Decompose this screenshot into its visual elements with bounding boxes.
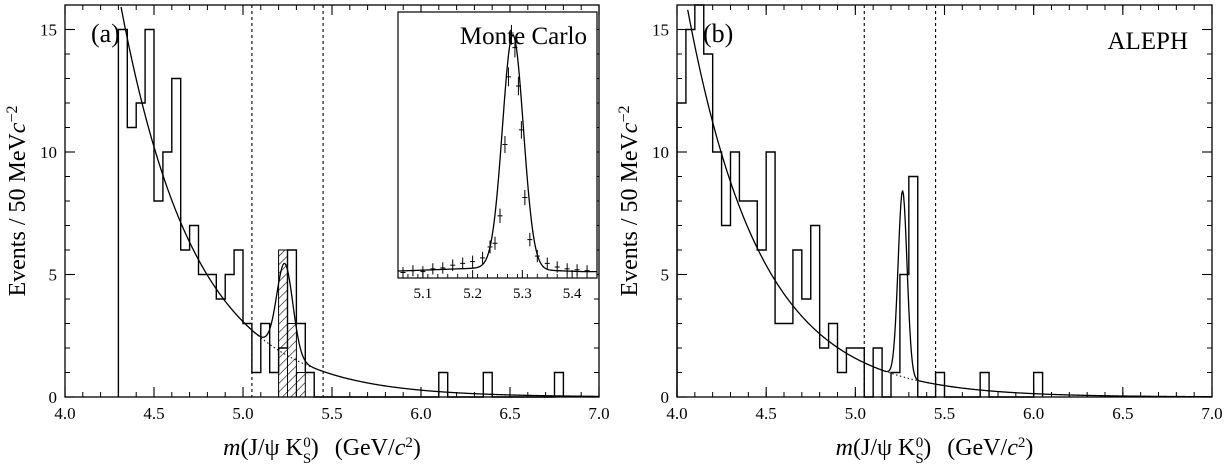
histogram-bin <box>829 324 838 398</box>
panel-b-chart: 4.0 4.5 5.0 5.5 6.0 6.5 7.0 0 5 10 15 (b) ALEPH Ev… <box>616 4 1223 467</box>
histogram-bin <box>199 275 208 398</box>
histogram-bin <box>127 128 136 398</box>
x-axis-label: m(J/ψ KS0) (GeV/c2) <box>223 435 421 467</box>
panel-a-chart: 4.0 4.5 5.0 5.5 6.0 6.5 7.0 0 5 10 15 (a) Events /… <box>4 4 610 467</box>
histogram-bin <box>891 373 900 398</box>
histogram-bin <box>855 348 864 397</box>
signal-plus-background-fit <box>687 9 1212 398</box>
histogram-bin <box>555 373 564 398</box>
histogram-bin <box>181 250 190 397</box>
axis-ticks: 4.0 4.5 5.0 5.5 6.0 6.5 7.0 0 5 10 15 <box>652 4 1223 423</box>
histogram-bin <box>145 30 154 398</box>
inset-frame <box>397 11 598 279</box>
histogram-bin <box>784 324 793 398</box>
histogram-bin <box>225 275 234 398</box>
y-tick-label: 5 <box>49 266 58 285</box>
panel-label: (a) <box>91 19 120 48</box>
histogram-bin <box>172 79 181 398</box>
x-tick-label: 6.0 <box>1023 404 1044 423</box>
histogram-bin <box>900 275 909 398</box>
x-tick-label: 5.0 <box>232 404 253 423</box>
inset-x-tick-label: 5.2 <box>463 286 482 302</box>
x-axis-label: m(J/ψ KS0) (GeV/c2) <box>836 435 1034 467</box>
fit-curve <box>120 6 600 398</box>
histogram-bin <box>793 250 802 397</box>
histogram-bin <box>873 348 882 397</box>
signal-window-lines <box>251 5 324 397</box>
signal-plus-background-fit <box>120 6 600 398</box>
hatched-bin <box>295 372 306 398</box>
histogram-bin <box>713 152 722 397</box>
inset-x-tick-label: 5.4 <box>563 286 582 302</box>
histogram-bin <box>775 324 784 398</box>
histogram-bin <box>270 373 279 398</box>
histogram-bin <box>234 250 243 397</box>
y-axis-label: Events / 50 MeVc−2 <box>4 106 32 297</box>
x-tick-label: 5.0 <box>845 404 866 423</box>
y-tick-label: 10 <box>40 143 57 162</box>
y-axis-label: Events / 50 MeVc−2 <box>616 106 644 297</box>
x-tick-label: 4.0 <box>54 404 75 423</box>
plot-frame <box>676 4 1213 398</box>
panel-label: (b) <box>703 19 733 48</box>
inset-fit-curve <box>397 34 597 273</box>
y-tick-label: 10 <box>652 143 669 162</box>
histogram-bins <box>676 4 1044 398</box>
histogram-bin <box>722 226 731 398</box>
histogram-bin <box>136 103 145 397</box>
x-tick-label: 7.0 <box>588 404 609 423</box>
histogram-bin <box>909 177 918 398</box>
fit-curve <box>687 9 1212 398</box>
histogram-bin <box>802 299 811 397</box>
histogram-bin <box>686 30 695 398</box>
histogram-bin <box>838 373 847 398</box>
monte-carlo-inset: 5.1 5.2 5.3 5.4 Monte Carlo <box>397 11 598 302</box>
y-tick-label: 15 <box>40 21 57 40</box>
experiment-label: ALEPH <box>1107 28 1188 55</box>
histogram-bin <box>118 30 127 398</box>
hatched-bin <box>278 249 289 398</box>
histogram-bin <box>154 201 163 397</box>
inset-x-tick-label: 5.3 <box>513 286 532 302</box>
histogram-bin <box>811 226 820 398</box>
hatched-bin <box>287 323 297 398</box>
histogram-bin <box>305 373 314 398</box>
x-tick-label: 4.0 <box>666 404 687 423</box>
x-tick-label: 4.5 <box>143 404 164 423</box>
histogram-bin <box>731 152 740 397</box>
inset-axis-ticks: 5.1 5.2 5.3 5.4 <box>397 270 598 302</box>
x-tick-label: 6.0 <box>410 404 431 423</box>
histogram-bin <box>980 373 989 398</box>
x-tick-label: 5.5 <box>934 404 955 423</box>
inset-title: Monte Carlo <box>460 23 587 50</box>
histogram-bin <box>216 299 225 397</box>
x-tick-label: 6.5 <box>1112 404 1133 423</box>
y-tick-label: 15 <box>652 21 669 40</box>
histogram-bin <box>766 152 775 397</box>
x-tick-label: 5.5 <box>321 404 342 423</box>
x-tick-label: 4.5 <box>756 404 777 423</box>
histogram-bin <box>820 348 829 397</box>
inset-x-tick-label: 5.1 <box>414 286 433 302</box>
plot-frame <box>64 4 600 398</box>
histogram-bin <box>207 275 216 398</box>
histogram-bin <box>757 250 766 397</box>
histogram-outline <box>676 4 1044 398</box>
histogram-bin <box>483 373 492 398</box>
axis-ticks: 4.0 4.5 5.0 5.5 6.0 6.5 7.0 0 5 10 15 <box>40 4 610 423</box>
inset-fit-line <box>397 34 597 273</box>
histogram-bin <box>261 324 270 398</box>
histogram-bin <box>243 324 252 398</box>
y-tick-label: 0 <box>661 388 670 407</box>
y-tick-label: 5 <box>661 266 670 285</box>
y-tick-label: 0 <box>49 388 58 407</box>
histogram-bin <box>739 201 748 397</box>
x-tick-label: 6.5 <box>499 404 520 423</box>
background-only-fit <box>855 357 963 389</box>
histogram-bin <box>439 373 448 398</box>
background-only-fit <box>242 321 350 380</box>
signal-window-lines <box>863 5 937 397</box>
histogram-bin <box>252 373 261 398</box>
x-tick-label: 7.0 <box>1201 404 1222 423</box>
